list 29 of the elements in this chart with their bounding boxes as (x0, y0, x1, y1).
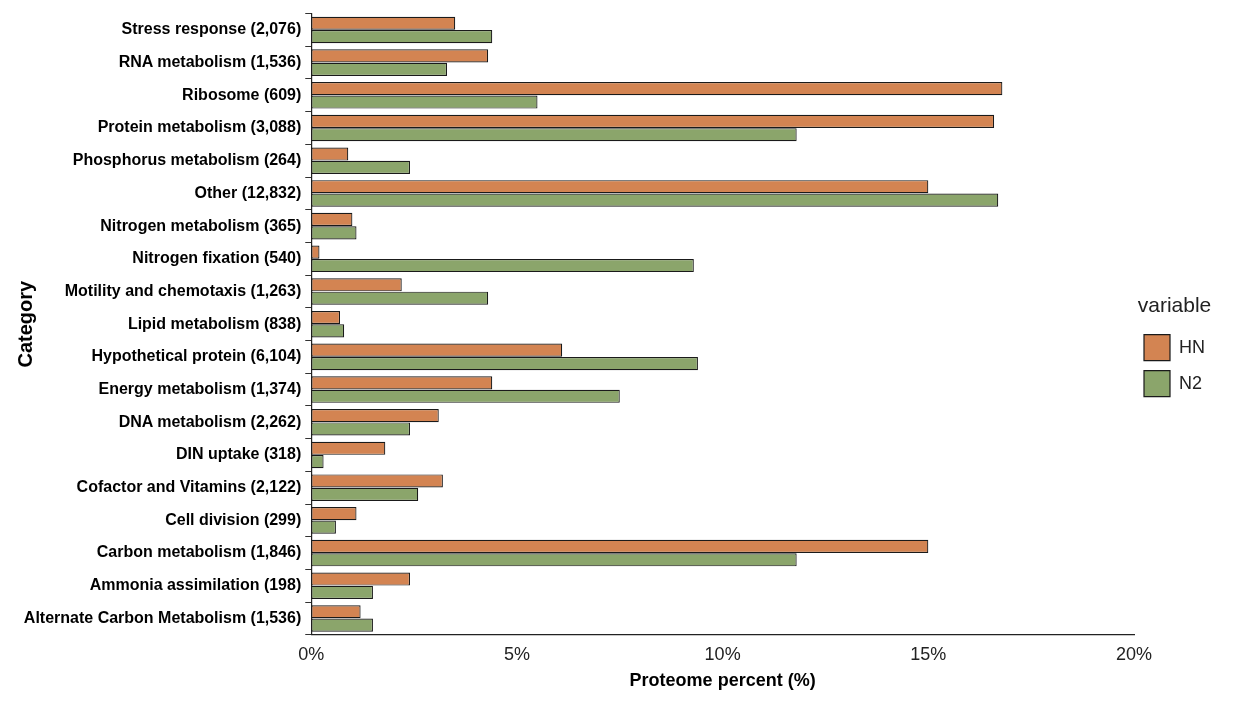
y-tick-label: DNA metabolism (2,262) (118, 412, 302, 430)
y-tick-label: Nitrogen fixation (540) (132, 249, 302, 267)
y-tick-label: Nitrogen metabolism (365) (100, 216, 302, 234)
y-tick-label: Ribosome (609) (182, 85, 302, 103)
legend-title: variable (1137, 292, 1212, 316)
x-axis-title: Proteome percent (%) (629, 670, 816, 691)
y-axis-title: Category (13, 279, 36, 368)
y-tick-label: Energy metabolism (1,374) (98, 380, 302, 397)
legend-label: N2 (1179, 372, 1203, 393)
y-tick-label: DIN uptake (318) (175, 445, 302, 463)
y-tick-label: Alternate Carbon Metabolism (1,536) (23, 608, 302, 626)
y-tick-label: Stress response (2,076) (121, 20, 302, 38)
y-tick-label: Cell division (299) (165, 510, 302, 528)
x-tick-label: 15% (910, 643, 947, 664)
legend-label: HN (1179, 336, 1205, 357)
y-tick-label: Motility and chemotaxis (1,263) (64, 281, 302, 299)
y-tick-label: Lipid metabolism (838) (127, 314, 302, 332)
x-tick-label: 20% (1115, 643, 1153, 664)
y-tick-label: Ammonia assimilation (198) (89, 576, 302, 594)
y-tick-label: Hypothetical protein (6,104) (91, 347, 302, 365)
x-tick-label: 5% (503, 643, 530, 664)
y-tick-label: Cofactor and Vitamins (2,122) (76, 478, 302, 496)
y-tick-label: Other (12,832) (194, 183, 302, 201)
y-tick-label: Phosphorus metabolism (264) (72, 151, 302, 169)
x-tick-label: 10% (704, 643, 741, 664)
y-tick-label: Protein metabolism (3,088) (97, 118, 302, 136)
y-tick-label: Carbon metabolism (1,846) (96, 543, 302, 561)
x-tick-label: 0% (298, 643, 325, 664)
y-tick-label: RNA metabolism (1,536) (118, 53, 302, 71)
